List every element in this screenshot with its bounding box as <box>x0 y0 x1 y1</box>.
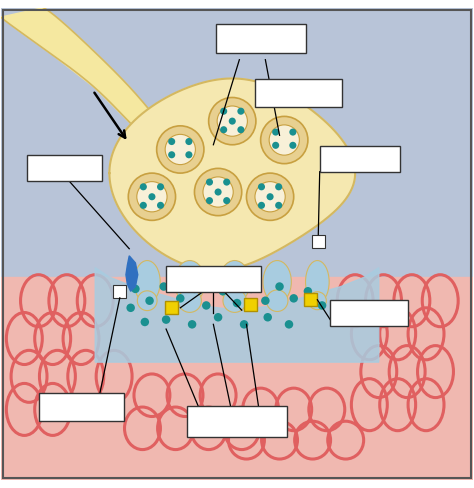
Bar <box>113 285 127 298</box>
Ellipse shape <box>263 261 292 303</box>
Circle shape <box>229 118 236 124</box>
Bar <box>244 298 257 311</box>
Circle shape <box>258 183 265 190</box>
Circle shape <box>146 296 154 305</box>
Ellipse shape <box>219 261 250 303</box>
Ellipse shape <box>134 261 160 303</box>
Bar <box>0 277 474 480</box>
Circle shape <box>223 179 230 185</box>
Circle shape <box>202 301 210 310</box>
Circle shape <box>137 291 157 310</box>
Circle shape <box>289 128 296 136</box>
Circle shape <box>264 313 272 322</box>
Circle shape <box>269 125 300 155</box>
Circle shape <box>219 287 227 296</box>
Circle shape <box>141 318 149 326</box>
Circle shape <box>178 289 201 312</box>
Circle shape <box>131 285 140 293</box>
Circle shape <box>223 197 230 204</box>
Circle shape <box>240 320 248 328</box>
Circle shape <box>261 296 270 305</box>
Circle shape <box>165 134 195 164</box>
Circle shape <box>272 142 279 149</box>
Circle shape <box>148 193 155 200</box>
Circle shape <box>206 197 213 204</box>
Circle shape <box>289 142 296 149</box>
Circle shape <box>156 126 204 173</box>
Circle shape <box>157 202 164 209</box>
FancyBboxPatch shape <box>255 79 342 107</box>
Circle shape <box>318 301 326 310</box>
Circle shape <box>266 193 273 200</box>
Bar <box>165 301 178 314</box>
Circle shape <box>159 282 168 291</box>
Circle shape <box>275 183 282 190</box>
Circle shape <box>217 106 247 136</box>
Circle shape <box>214 313 222 322</box>
Bar <box>0 8 474 277</box>
Circle shape <box>140 202 147 209</box>
Circle shape <box>157 183 164 190</box>
Circle shape <box>176 294 184 303</box>
Circle shape <box>128 173 175 221</box>
FancyBboxPatch shape <box>187 406 287 437</box>
Ellipse shape <box>174 261 205 303</box>
Circle shape <box>215 188 222 196</box>
Circle shape <box>223 289 246 312</box>
Bar <box>312 235 325 248</box>
Circle shape <box>185 138 192 145</box>
Circle shape <box>237 108 245 115</box>
Circle shape <box>168 151 175 158</box>
Circle shape <box>290 294 298 303</box>
Polygon shape <box>0 8 190 178</box>
FancyBboxPatch shape <box>319 146 400 172</box>
Circle shape <box>309 292 326 310</box>
Circle shape <box>194 168 242 216</box>
Bar <box>304 293 317 306</box>
FancyBboxPatch shape <box>38 393 124 421</box>
Circle shape <box>247 285 255 293</box>
Circle shape <box>275 282 284 291</box>
Circle shape <box>272 128 279 136</box>
Circle shape <box>261 117 308 163</box>
Ellipse shape <box>306 261 329 303</box>
Circle shape <box>255 182 285 212</box>
Circle shape <box>203 177 233 207</box>
Circle shape <box>220 108 227 115</box>
Circle shape <box>266 290 288 311</box>
Circle shape <box>162 315 170 324</box>
Circle shape <box>127 304 135 312</box>
Circle shape <box>285 320 293 328</box>
Polygon shape <box>109 79 355 270</box>
Circle shape <box>137 182 167 212</box>
Circle shape <box>168 138 175 145</box>
Circle shape <box>220 126 227 133</box>
Circle shape <box>209 98 256 145</box>
Circle shape <box>275 202 282 209</box>
FancyBboxPatch shape <box>330 300 408 325</box>
FancyBboxPatch shape <box>216 24 306 53</box>
Circle shape <box>246 173 294 221</box>
Circle shape <box>304 287 312 296</box>
Circle shape <box>206 179 213 185</box>
Circle shape <box>185 151 192 158</box>
Polygon shape <box>95 267 379 362</box>
FancyBboxPatch shape <box>166 266 261 292</box>
Circle shape <box>233 299 241 307</box>
Polygon shape <box>126 256 138 291</box>
Circle shape <box>188 320 196 328</box>
Circle shape <box>140 183 147 190</box>
Circle shape <box>237 126 245 133</box>
Circle shape <box>190 285 199 293</box>
Circle shape <box>258 202 265 209</box>
FancyBboxPatch shape <box>27 155 102 182</box>
